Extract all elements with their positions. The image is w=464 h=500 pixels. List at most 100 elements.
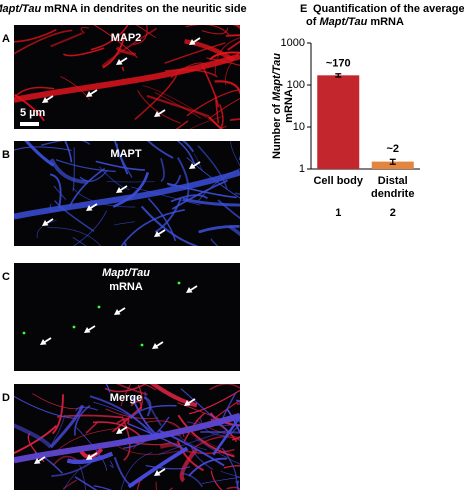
neurite — [238, 156, 240, 161]
y-label: Number of Mapt/Tau — [271, 53, 283, 159]
y-label: mRNA — [283, 89, 295, 123]
category-number: 2 — [390, 207, 396, 219]
arrow-head — [40, 339, 47, 345]
neurite — [175, 120, 189, 129]
micrograph — [14, 25, 240, 129]
arrow-head — [154, 231, 161, 237]
neurite — [200, 417, 229, 437]
neurite — [214, 37, 240, 75]
neurite — [114, 221, 135, 226]
chart-title: Quantification of the average number — [313, 3, 464, 15]
neurite — [154, 197, 182, 233]
neurite — [142, 85, 208, 119]
arrow-head — [42, 97, 49, 103]
neurite — [234, 192, 240, 195]
neurite — [230, 424, 240, 435]
neurite — [246, 404, 263, 430]
neurite — [201, 27, 229, 35]
neurite — [237, 415, 240, 424]
neurite — [114, 141, 129, 175]
neurite — [120, 209, 185, 246]
neurite — [188, 457, 227, 477]
panel-letter: D — [2, 392, 10, 404]
neurite — [189, 389, 240, 415]
scale-bar-label: 5 µm — [20, 107, 46, 119]
neurite — [201, 65, 219, 108]
neurite — [186, 157, 240, 199]
neurite — [63, 470, 79, 490]
neurite — [181, 141, 195, 153]
neurite — [113, 443, 179, 455]
neurite — [217, 199, 240, 220]
neurite — [145, 465, 191, 470]
neurite — [109, 460, 114, 468]
neurite — [210, 470, 223, 490]
neurite — [147, 197, 177, 242]
mrna-spot — [177, 281, 181, 285]
arrow-head — [116, 187, 123, 193]
neurite — [191, 435, 240, 450]
neurite — [24, 141, 55, 167]
neurite — [36, 219, 57, 239]
title-rest: mRNA in dendrites on the neuritic side — [44, 3, 247, 15]
neurite — [98, 166, 130, 190]
neurite — [51, 394, 64, 435]
neurite — [160, 158, 165, 183]
neurite — [254, 462, 265, 473]
neurite — [181, 472, 203, 488]
neurite — [218, 125, 227, 129]
neurite — [238, 419, 240, 421]
neurite — [251, 462, 273, 492]
neurite — [260, 386, 264, 428]
neurite — [115, 384, 148, 396]
micrograph — [14, 141, 240, 246]
neurite — [69, 167, 106, 207]
y-tick-label: 100 — [287, 79, 305, 91]
neurite — [266, 474, 318, 500]
neurite — [49, 158, 88, 184]
value-label: ~2 — [386, 143, 399, 155]
micrograph — [14, 263, 240, 371]
panel-letter: B — [2, 149, 10, 161]
arrow-head — [116, 59, 123, 65]
neurite — [146, 94, 210, 118]
neurite — [228, 224, 240, 237]
neurite — [102, 33, 126, 69]
neurite — [66, 451, 114, 465]
neurite — [170, 194, 209, 203]
neurite — [190, 445, 214, 471]
neurite — [49, 173, 62, 208]
neurite — [176, 440, 204, 472]
neurite — [158, 429, 227, 456]
neurite — [112, 172, 150, 208]
value-label: ~170 — [326, 58, 351, 70]
arrow-head — [86, 91, 93, 97]
neurite — [262, 389, 269, 425]
dendrite — [14, 169, 240, 220]
neurite — [223, 465, 240, 469]
neurite — [236, 402, 240, 405]
neurite — [149, 384, 198, 408]
arrow-head — [152, 343, 159, 349]
channel-label: MAP2 — [111, 32, 142, 44]
neurite — [76, 427, 107, 471]
neurite — [14, 29, 73, 55]
neurite — [185, 25, 230, 36]
neurite — [194, 437, 240, 465]
neurite — [248, 432, 303, 457]
arrow-head — [186, 287, 193, 293]
dendrite — [14, 412, 240, 464]
category-number: 1 — [335, 207, 341, 219]
neurite — [121, 66, 125, 72]
micrograph-signal — [22, 281, 181, 347]
neurite — [209, 51, 240, 61]
neurite — [105, 384, 111, 393]
neurite — [15, 86, 55, 97]
neurite — [225, 52, 240, 85]
chart-title-2: of Mapt/Tau mRNA — [306, 16, 404, 28]
micrograph-signal — [14, 25, 240, 129]
neurite — [187, 421, 240, 426]
neurite — [245, 211, 270, 242]
scale-bar — [20, 122, 39, 126]
